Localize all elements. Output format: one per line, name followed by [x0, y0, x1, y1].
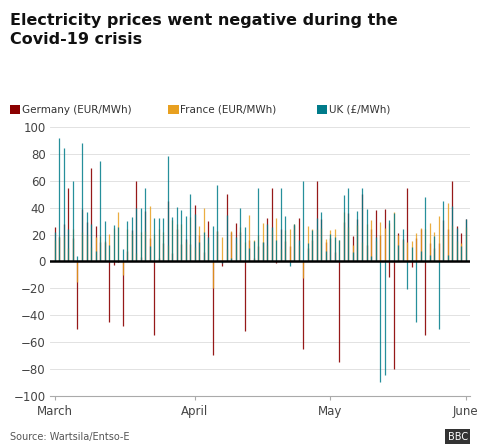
Text: UK (£/MWh): UK (£/MWh)	[329, 105, 390, 114]
Text: BBC: BBC	[448, 432, 468, 442]
Text: Source: Wartsila/Entso-E: Source: Wartsila/Entso-E	[10, 432, 129, 442]
Text: France (EUR/MWh): France (EUR/MWh)	[180, 105, 276, 114]
Text: Germany (EUR/MWh): Germany (EUR/MWh)	[22, 105, 131, 114]
Text: Electricity prices went negative during the
Covid-19 crisis: Electricity prices went negative during …	[10, 13, 397, 47]
